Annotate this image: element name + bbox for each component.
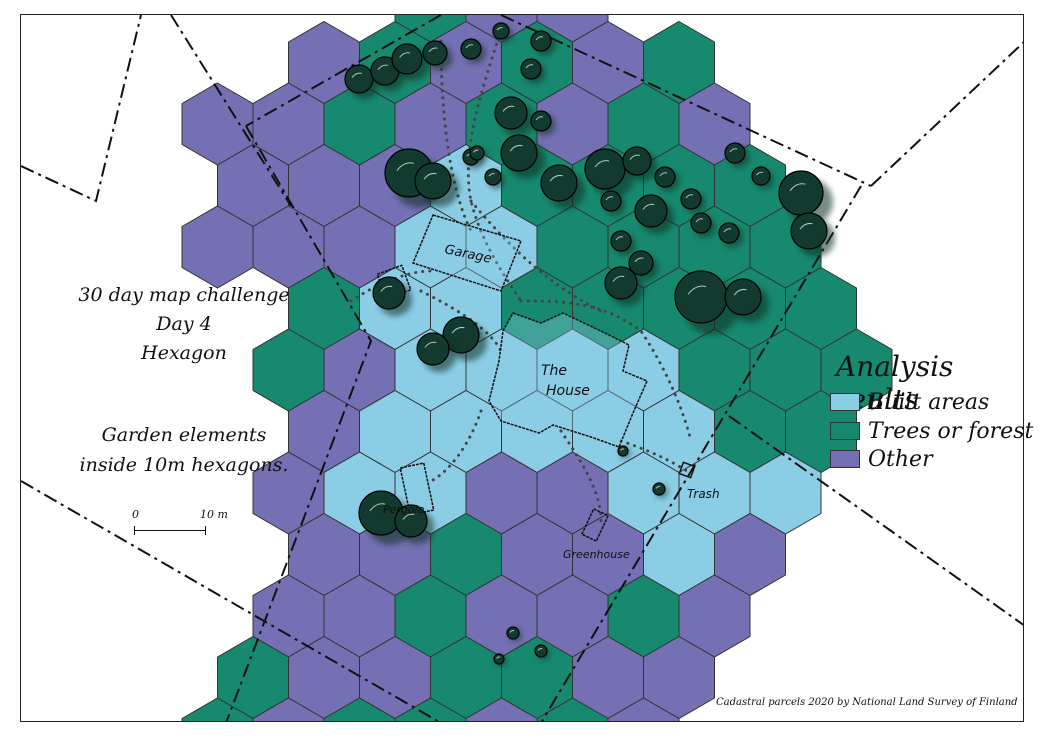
tree (628, 250, 659, 281)
buildings (376, 214, 696, 543)
trash-building (678, 461, 696, 479)
map-frame: Garage The House Trash Greenhouse Pergol… (20, 14, 1024, 722)
tree (530, 110, 556, 136)
tree (372, 276, 413, 317)
greenhouse-building (580, 507, 610, 543)
tree (540, 164, 586, 210)
tree (370, 56, 406, 92)
tree (484, 168, 505, 189)
pergola-label: Pergola (383, 503, 425, 516)
tree (690, 212, 716, 238)
trash-label: Trash (687, 487, 720, 501)
map-title-line2: Day 4 (156, 313, 212, 335)
parcel-boundary-line (245, 15, 442, 127)
data-credit: Cadastral parcels 2020 by National Land … (716, 697, 1018, 708)
tree (414, 162, 460, 208)
legend-item-trees: Trees or forest (830, 418, 1034, 444)
tree (634, 194, 675, 235)
parcel-boundaries (21, 15, 1023, 721)
scale-end-label: 10 m (200, 508, 228, 521)
tree (654, 166, 680, 192)
house-building (488, 312, 648, 448)
tree (391, 43, 429, 81)
tree (604, 266, 645, 307)
tree (520, 58, 546, 84)
map-title-line1: 30 day map challenge (78, 284, 290, 306)
tree (680, 188, 706, 214)
tree (652, 482, 668, 498)
tree (600, 190, 626, 216)
legend-swatch-built (830, 393, 860, 411)
hex-cell (607, 697, 680, 721)
tree (751, 166, 775, 190)
scale-start-label: 0 (132, 508, 139, 521)
tree (530, 30, 556, 56)
garden-path (519, 299, 693, 443)
tree (622, 146, 658, 182)
legend-item-built: Built areas (830, 389, 990, 415)
scale-bar (134, 526, 206, 535)
house-label-line1: The (541, 363, 567, 379)
tree (506, 626, 522, 642)
tree (416, 332, 457, 373)
house-label-line2: House (546, 383, 590, 399)
parcel-boundary-line (225, 125, 373, 721)
parcel-boundary-line (21, 15, 142, 203)
tree (422, 40, 453, 71)
tree (469, 145, 488, 164)
tree (790, 212, 836, 258)
parcel-boundary-line (870, 41, 1023, 187)
map-title-line3: Hexagon (141, 342, 227, 364)
map-subtitle-line1: Garden elements (101, 424, 267, 446)
parcel-boundary-line (170, 15, 292, 207)
legend-label-trees: Trees or forest (868, 418, 1034, 444)
garden-path (619, 439, 689, 473)
tree (442, 316, 488, 362)
tree (610, 230, 636, 256)
tree (493, 653, 507, 667)
legend-swatch-other (830, 450, 860, 468)
tree (460, 38, 486, 64)
tree (718, 222, 744, 248)
garden-path (469, 199, 603, 313)
tree (394, 504, 435, 545)
tree (494, 96, 535, 137)
legend-label-built: Built areas (868, 389, 990, 415)
legend-item-other: Other (830, 446, 933, 472)
map-subtitle-line2: inside 10m hexagons. (79, 454, 289, 476)
tree (534, 644, 550, 660)
tree (617, 445, 631, 459)
tree (724, 278, 770, 324)
parcel-boundary-line (728, 415, 1023, 626)
parcel-boundary-line (541, 185, 862, 721)
legend-label-other: Other (868, 446, 933, 472)
trees (344, 22, 836, 667)
hexagon-map: Garage The House Trash Greenhouse Pergol… (21, 15, 1023, 721)
legend-swatch-trees (830, 422, 860, 440)
tree (724, 142, 750, 168)
garage-building (411, 214, 523, 292)
garden-path (466, 29, 523, 303)
parcel-boundary-line (500, 15, 872, 187)
tree (492, 22, 513, 43)
greenhouse-label: Greenhouse (563, 548, 630, 561)
tree (500, 134, 546, 180)
garden-path (419, 289, 503, 353)
